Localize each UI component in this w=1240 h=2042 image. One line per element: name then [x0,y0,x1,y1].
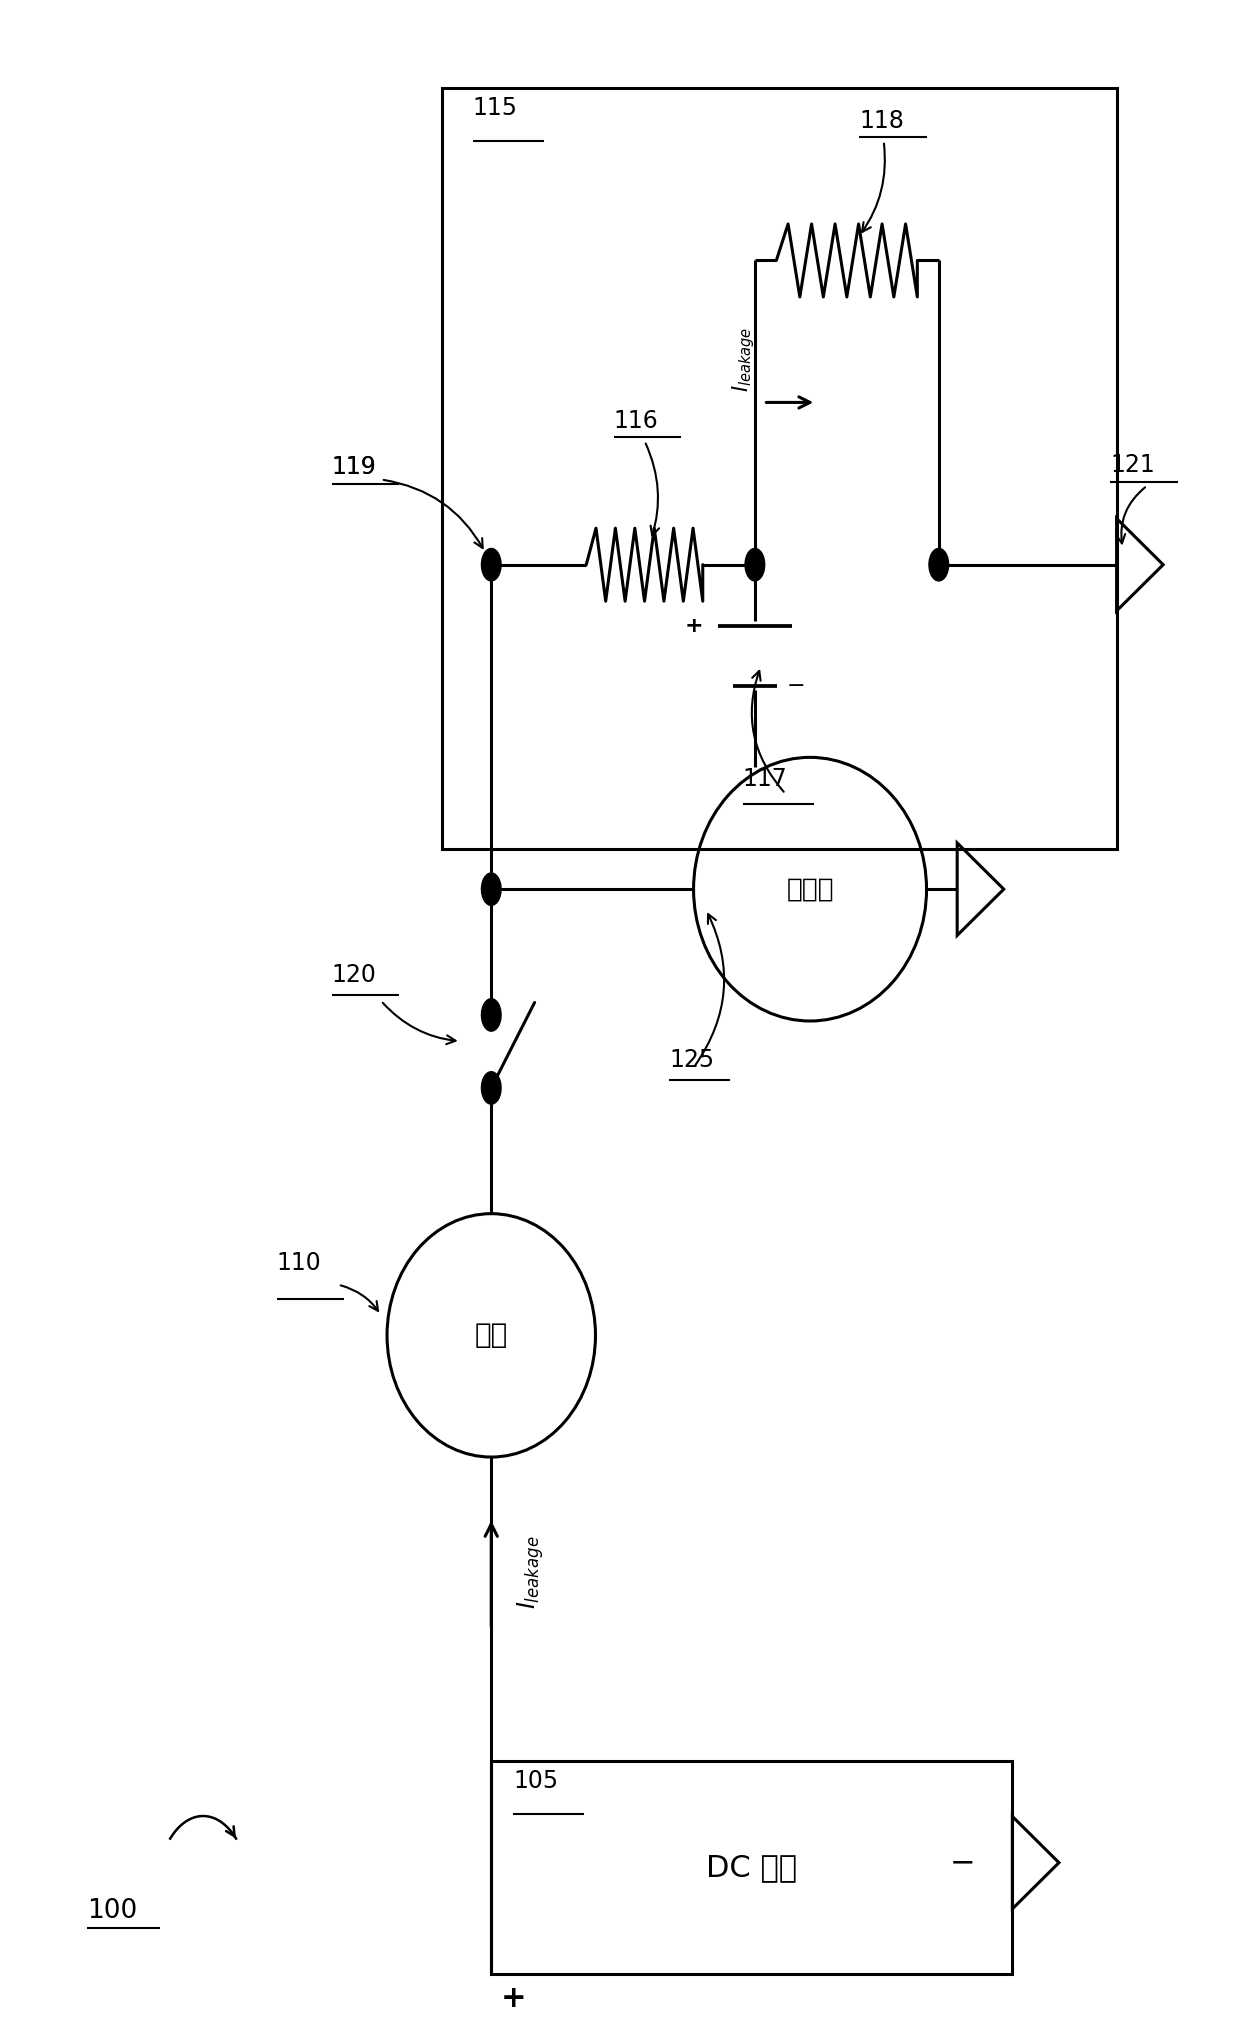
Text: 125: 125 [670,1048,714,1072]
Text: 100: 100 [87,1897,136,1924]
Circle shape [481,872,501,905]
Text: −: − [786,676,805,696]
Text: 119: 119 [332,455,377,480]
Text: −: − [950,1848,976,1877]
Text: $I_{leakage}$: $I_{leakage}$ [516,1536,547,1609]
Text: +: + [501,1985,527,2013]
Text: 117: 117 [743,768,787,792]
Text: 105: 105 [513,1768,558,1793]
Text: 120: 120 [332,962,377,986]
Text: DC 电源: DC 电源 [707,1854,797,1883]
Text: 119: 119 [332,455,377,480]
Text: 电压表: 电压表 [786,876,833,903]
Text: +: + [684,615,703,635]
Circle shape [929,549,949,580]
Text: 电表: 电表 [475,1321,508,1350]
Circle shape [481,999,501,1031]
Bar [443,88,1116,849]
Text: 121: 121 [1111,453,1156,478]
Text: 118: 118 [859,108,904,133]
Bar [491,1762,1012,1975]
Text: $I_{leakage}$: $I_{leakage}$ [730,327,758,392]
Circle shape [481,1072,501,1105]
Text: 115: 115 [472,96,518,120]
Text: 116: 116 [614,408,658,433]
Circle shape [481,549,501,580]
Circle shape [745,549,765,580]
Text: 110: 110 [277,1250,321,1274]
